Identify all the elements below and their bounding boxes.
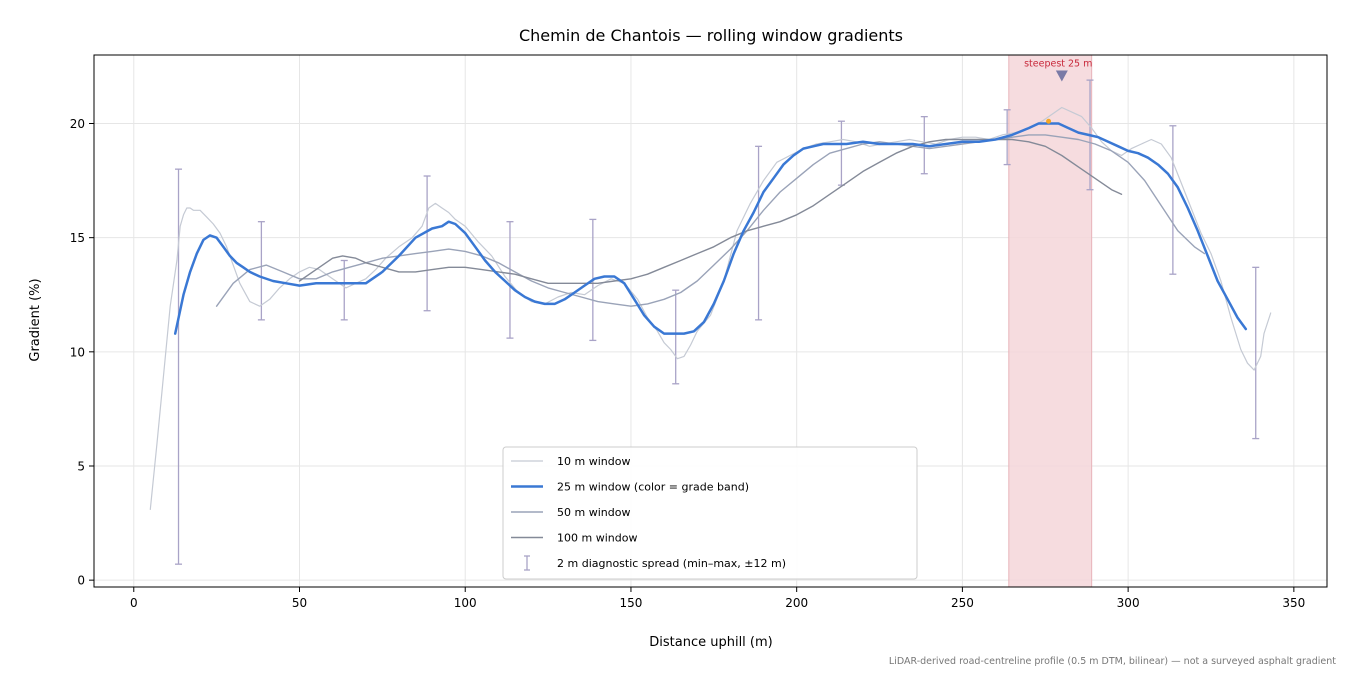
x-tick-label: 350 bbox=[1282, 596, 1305, 610]
x-tick-label: 100 bbox=[454, 596, 477, 610]
x-tick-label: 0 bbox=[130, 596, 138, 610]
steepest-segment-label: steepest 25 m bbox=[1024, 58, 1092, 69]
x-tick-label: 150 bbox=[619, 596, 642, 610]
steepest-span bbox=[1008, 55, 1092, 587]
x-axis-label: Distance uphill (m) bbox=[649, 635, 772, 650]
x-tick-label: 200 bbox=[785, 596, 808, 610]
y-tick-label: 10 bbox=[70, 345, 85, 359]
legend-label-2: 25 m window (color = grade band) bbox=[557, 481, 749, 494]
y-axis-label: Gradient (%) bbox=[28, 278, 43, 361]
steepest-segment-highlight bbox=[1008, 55, 1093, 587]
gradient-series-lines bbox=[149, 106, 1272, 510]
series-line-2 bbox=[173, 122, 1248, 335]
series-line-3 bbox=[215, 134, 1206, 307]
legend-label-1: 10 m window bbox=[557, 455, 630, 468]
legend-label-4: 100 m window bbox=[557, 532, 637, 545]
series-line-1 bbox=[149, 106, 1272, 510]
x-tick-label: 250 bbox=[951, 596, 974, 610]
steepest-marker-triangle bbox=[1055, 70, 1068, 82]
y-tick-label: 0 bbox=[77, 574, 85, 588]
x-tick-label: 50 bbox=[292, 596, 307, 610]
legend: 10 m window 25 m window (color = grade ba… bbox=[502, 446, 918, 580]
diagnostic-spread-error-bars bbox=[175, 79, 1260, 565]
x-tick-label: 300 bbox=[1117, 596, 1140, 610]
legend-label-errorbars: 2 m diagnostic spread (min–max, ±12 m) bbox=[557, 557, 786, 570]
y-tick-label: 15 bbox=[70, 231, 85, 245]
plot-frame bbox=[93, 54, 1328, 588]
y-tick-label: 5 bbox=[77, 459, 85, 473]
y-axis-ticks: 0 5 10 15 20 bbox=[70, 117, 94, 588]
legend-label-3: 50 m window bbox=[557, 506, 630, 519]
steepest-peak-dot bbox=[1046, 118, 1052, 124]
y-tick-label: 20 bbox=[70, 117, 85, 131]
footnote: LiDAR-derived road-centreline profile (0… bbox=[889, 656, 1336, 667]
axes-frame bbox=[93, 54, 1328, 588]
chart-title: Chemin de Chantois — rolling window grad… bbox=[519, 26, 903, 45]
x-axis-ticks: 0 50 100 150 200 250 300 350 bbox=[130, 587, 1305, 610]
peak-markers bbox=[1046, 70, 1068, 124]
legend-box bbox=[502, 446, 918, 580]
